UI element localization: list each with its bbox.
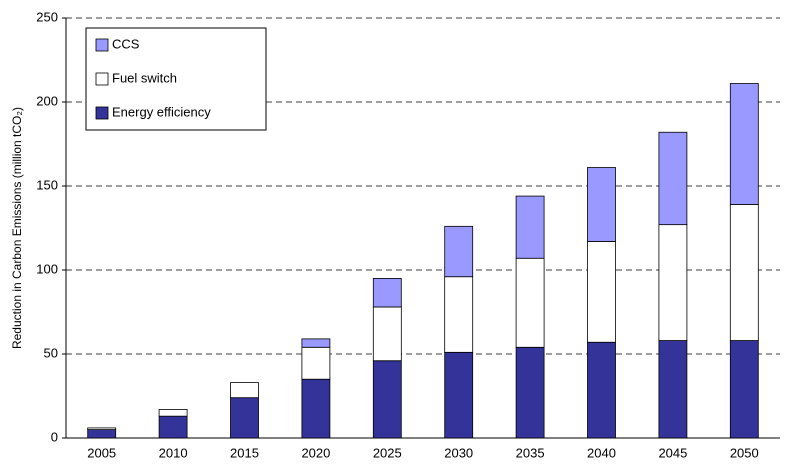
x-tick-label: 2015	[230, 445, 259, 460]
bar-segment	[515, 195, 545, 259]
x-tick-label: 2010	[159, 445, 188, 460]
x-tick-label: 2025	[373, 445, 402, 460]
bar-segment	[87, 427, 117, 431]
bar-segment	[658, 224, 688, 341]
bar-segment	[515, 257, 545, 348]
bar-segment	[372, 306, 402, 362]
legend-label: Fuel switch	[112, 70, 177, 85]
legend-swatch	[95, 38, 109, 52]
x-tick-label: 2035	[516, 445, 545, 460]
bar-segment	[301, 346, 331, 380]
bar-segment	[658, 340, 688, 439]
bar-segment	[658, 131, 688, 226]
bar-segment	[515, 346, 545, 439]
bar-segment	[729, 340, 759, 439]
y-axis-label: Reduction in Carbon Emissions (million t…	[10, 107, 24, 349]
legend-label: CCS	[112, 36, 140, 51]
legend-box	[85, 27, 267, 131]
bar-segment	[301, 338, 331, 348]
bar-segment	[587, 241, 616, 343]
bar-segment	[230, 397, 259, 439]
x-tick-label: 2005	[87, 445, 116, 460]
x-tick-label: 2050	[730, 445, 759, 460]
legend-swatch	[95, 72, 109, 86]
bar-segment	[444, 351, 474, 439]
bar-segment	[729, 83, 759, 205]
bar-segment	[372, 360, 402, 439]
bar-segment	[729, 204, 759, 341]
y-tick-label: 100	[36, 261, 58, 276]
x-tick-label: 2045	[658, 445, 687, 460]
bar-segment	[372, 277, 402, 308]
bar-segment	[158, 415, 188, 439]
x-tick-label: 2030	[444, 445, 473, 460]
y-tick-label: 50	[44, 345, 58, 360]
x-tick-label: 2020	[301, 445, 330, 460]
x-tick-label: 2040	[587, 445, 616, 460]
bar-segment	[587, 341, 616, 439]
bar-segment	[444, 225, 474, 278]
bar-segment	[301, 378, 331, 439]
bar-segment	[87, 429, 117, 439]
bar-segment	[158, 409, 188, 417]
y-tick-label: 150	[36, 177, 58, 192]
legend-label: Energy efficiency	[112, 104, 211, 119]
bar-segment	[444, 276, 474, 353]
bar-segment	[230, 382, 259, 399]
bar-segment	[587, 167, 616, 242]
y-tick-label: 0	[51, 429, 58, 444]
legend-swatch	[95, 106, 109, 120]
y-tick-label: 250	[36, 9, 58, 24]
y-tick-label: 200	[36, 93, 58, 108]
